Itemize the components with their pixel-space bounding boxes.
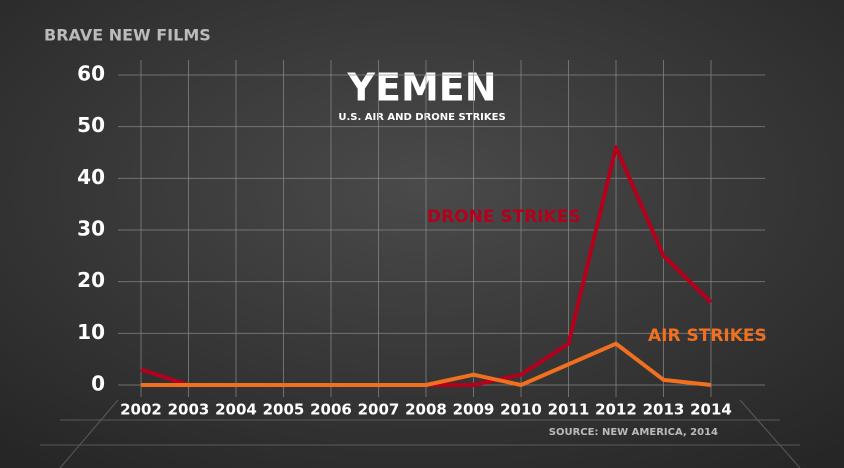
series-line: [141, 341, 712, 387]
x-tick-label: 2008: [405, 401, 447, 419]
floor-grid: [40, 399, 801, 468]
y-tick-label: 40: [77, 165, 105, 189]
x-tick-label: 2011: [548, 401, 590, 419]
x-tick-label: 2005: [263, 401, 305, 419]
y-tick-label: 60: [77, 62, 105, 86]
x-tick-label: 2014: [690, 401, 732, 419]
y-tick-label: 20: [77, 268, 105, 292]
chart-title: YEMEN: [346, 66, 496, 110]
x-tick-label: 2013: [643, 401, 685, 419]
y-tick-label: 0: [91, 372, 105, 396]
series-label: DRONE STRIKES: [427, 207, 581, 227]
y-tick-label: 50: [77, 113, 105, 137]
x-tick-label: 2007: [358, 401, 400, 419]
x-tick-label: 2012: [595, 401, 637, 419]
x-tick-label: 2006: [310, 401, 352, 419]
brand: BRAVE NEW FILMS: [44, 26, 211, 45]
x-tick-label: 2002: [120, 401, 162, 419]
series-label: AIR STRIKES: [648, 326, 767, 346]
x-tick-label: 2009: [453, 401, 495, 419]
x-tick-label: 2004: [215, 401, 257, 419]
x-tick-label: 2010: [500, 401, 542, 419]
y-tick-label: 30: [77, 217, 105, 241]
chart-subtitle: U.S. AIR AND DRONE STRIKES: [338, 112, 505, 123]
y-tick-label: 10: [77, 320, 105, 344]
source: SOURCE: NEW AMERICA, 2014: [549, 427, 718, 438]
x-tick-label: 2003: [168, 401, 210, 419]
